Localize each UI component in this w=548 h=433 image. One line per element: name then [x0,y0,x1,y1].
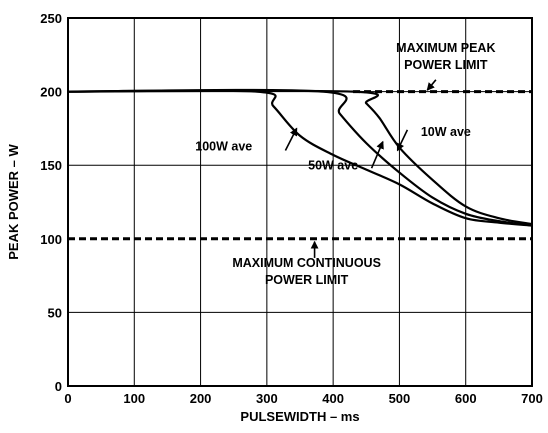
grid-lines [68,18,532,386]
x-tick-label: 300 [256,391,278,406]
y-tick-label: 250 [40,11,62,26]
annotation-arrow [396,129,409,152]
data-series [67,88,533,227]
annotations: 100W ave 50W ave 10W ave MAXIMUM PEAK POWER … [195,41,495,287]
annotation-label: MAXIMUM CONTINUOUS [232,256,381,270]
y-tick-label: 100 [40,232,62,247]
tick-labels: 0 100 200 300 400 500 600 700 0 50 100 150 200 250 [40,11,543,406]
x-axis-title: PULSEWIDTH – ms [240,409,359,424]
plot-frame [67,17,533,387]
annotation-label: POWER LIMIT [404,58,488,72]
annotation-arrow [284,127,298,151]
y-tick-label: 150 [40,158,62,173]
x-tick-label: 100 [123,391,145,406]
x-tick-label: 700 [521,391,543,406]
x-tick-label: 500 [389,391,411,406]
plot-border [67,17,533,387]
annotation-arrow [426,79,437,91]
y-tick-label: 0 [55,379,62,394]
series-line [67,89,533,227]
x-tick-label: 400 [322,391,344,406]
power-limit-lines [68,90,532,241]
annotation-label: 10W ave [421,125,471,139]
series-line [67,89,533,226]
annotation-arrow [370,140,384,169]
annotation-label: POWER LIMIT [265,273,349,287]
x-tick-label: 200 [190,391,212,406]
y-axis-title: PEAK POWER – W [6,143,21,259]
x-tick-label: 0 [64,391,71,406]
x-tick-label: 600 [455,391,477,406]
y-tick-label: 200 [40,85,62,100]
annotation-label: 100W ave [195,139,252,153]
annotation-label: MAXIMUM PEAK [396,41,495,55]
annotation-label: 50W ave [308,159,358,173]
y-tick-label: 50 [48,305,62,320]
